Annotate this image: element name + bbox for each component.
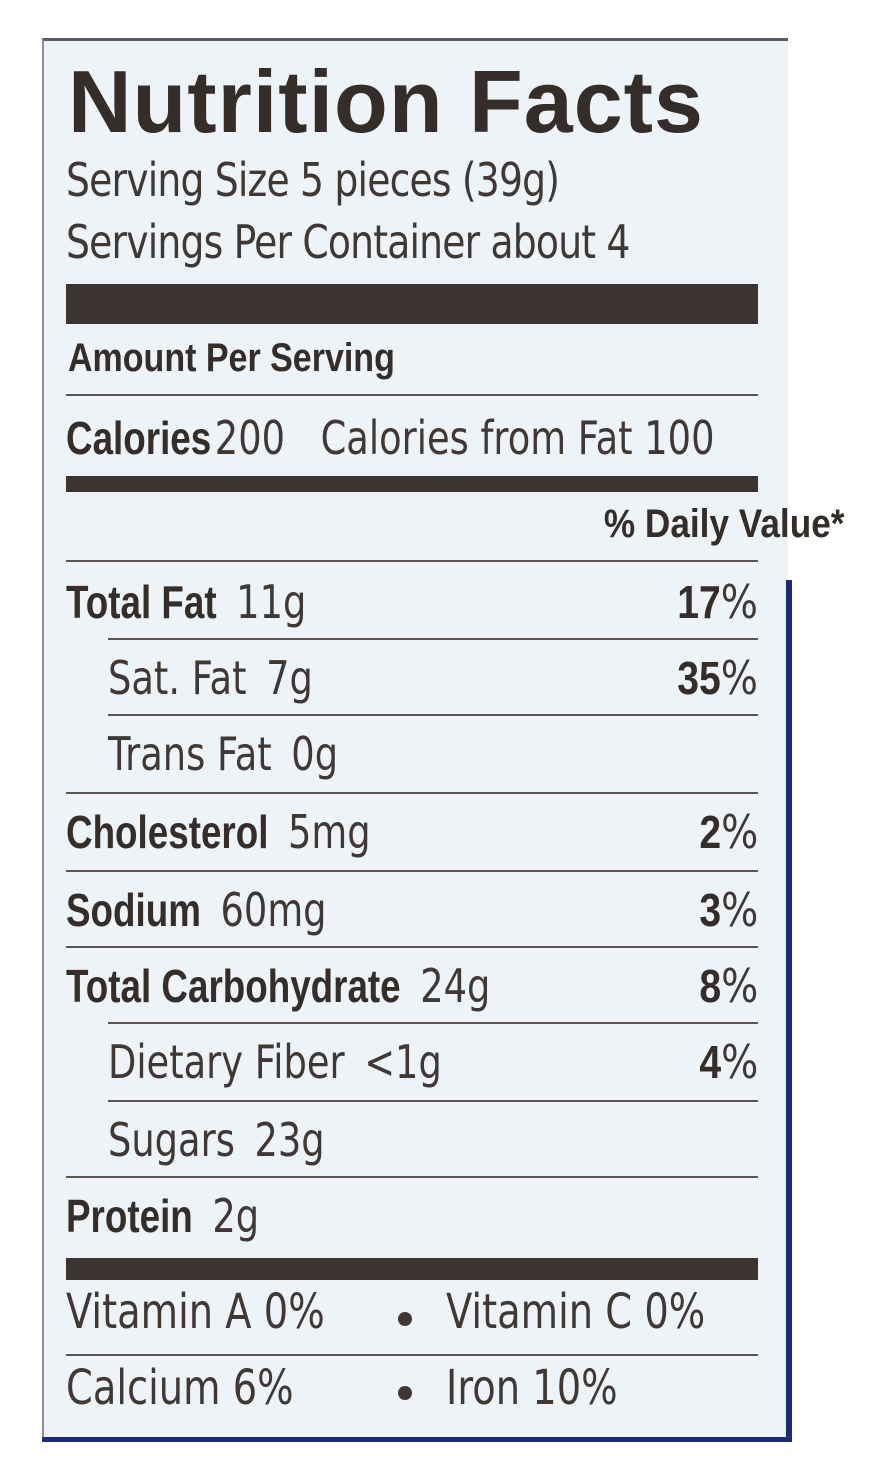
divider bbox=[108, 714, 758, 716]
nutrient-amount: 2g bbox=[212, 1189, 260, 1243]
nutrient-name: Cholesterol bbox=[66, 806, 269, 858]
nutrient-name: Total Fat bbox=[66, 576, 217, 628]
divider bbox=[66, 870, 758, 872]
nutrient-name: Total Carbohydrate bbox=[66, 960, 401, 1012]
nutrient-name: Sat. Fat bbox=[108, 651, 247, 705]
medium-divider bbox=[66, 476, 758, 492]
daily-value-percent: 35% bbox=[677, 651, 758, 705]
divider bbox=[66, 946, 758, 948]
nutrient-amount: 5mg bbox=[288, 805, 371, 859]
nutrient-amount: 24g bbox=[420, 959, 491, 1013]
nutrient-amount: <1g bbox=[364, 1035, 442, 1089]
calories-from-fat: Calories from Fat 100 bbox=[320, 411, 715, 465]
calories-row: Calories 200 Calories from Fat 100 bbox=[66, 402, 758, 474]
nutrient-row-trans-fat: Trans Fat 0g bbox=[108, 718, 758, 790]
package-edge-bottom bbox=[42, 1437, 792, 1442]
serving-size: Serving Size 5 pieces (39g) bbox=[66, 153, 560, 207]
daily-value-percent: 4% bbox=[699, 1035, 758, 1089]
nutrient-amount: 60mg bbox=[220, 883, 327, 937]
calories-value: 200 bbox=[214, 411, 286, 465]
nutrient-row-sugars: Sugars 23g bbox=[108, 1104, 758, 1176]
divider bbox=[108, 1100, 758, 1102]
divider bbox=[66, 394, 758, 396]
divider bbox=[66, 560, 758, 562]
thick-divider-bottom bbox=[66, 1258, 758, 1280]
nutrient-row-sodium: Sodium 60mg 3% bbox=[66, 874, 758, 946]
nutrient-name: Dietary Fiber bbox=[108, 1035, 345, 1089]
daily-value-percent: 3% bbox=[699, 883, 758, 937]
divider bbox=[108, 638, 758, 640]
divider bbox=[108, 1022, 758, 1024]
nutrient-amount: 23g bbox=[254, 1113, 325, 1167]
nutrient-row-protein: Protein 2g bbox=[66, 1180, 758, 1252]
thick-divider-top bbox=[66, 284, 758, 324]
nutrient-name: Sugars bbox=[108, 1113, 235, 1167]
daily-value-header: % Daily Value* bbox=[603, 502, 844, 546]
package-edge-right bbox=[786, 580, 792, 1442]
divider bbox=[66, 1354, 758, 1356]
iron: Iron 10% bbox=[446, 1360, 618, 1416]
nutrient-row-dietary-fiber: Dietary Fiber <1g 4% bbox=[108, 1026, 758, 1098]
nutrient-row-sat-fat: Sat. Fat 7g 35% bbox=[108, 642, 758, 714]
nutrition-label-panel bbox=[42, 38, 788, 1440]
daily-value-percent: 17% bbox=[677, 575, 758, 629]
vitamin-a: Vitamin A 0% bbox=[66, 1284, 325, 1340]
nutrient-name: Trans Fat bbox=[108, 727, 272, 781]
calcium: Calcium 6% bbox=[66, 1360, 294, 1416]
bullet-separator bbox=[398, 1312, 412, 1326]
amount-per-serving: Amount Per Serving bbox=[68, 336, 395, 380]
divider bbox=[66, 1176, 758, 1178]
daily-value-percent: 2% bbox=[699, 805, 758, 859]
nutrient-row-total-fat: Total Fat 11g 17% bbox=[66, 566, 758, 638]
daily-value-percent: 8% bbox=[699, 959, 758, 1013]
label-title: Nutrition Facts bbox=[68, 52, 704, 151]
nutrient-name: Sodium bbox=[66, 884, 201, 936]
nutrient-amount: 7g bbox=[266, 651, 313, 705]
nutrient-row-total-carbohydrate: Total Carbohydrate 24g 8% bbox=[66, 950, 758, 1022]
bullet-separator bbox=[398, 1386, 412, 1400]
servings-per-container: Servings Per Container about 4 bbox=[66, 215, 630, 269]
calories-label: Calories bbox=[66, 412, 212, 464]
vitamin-c: Vitamin C 0% bbox=[446, 1284, 706, 1340]
nutrient-amount: 11g bbox=[236, 575, 307, 629]
nutrient-row-cholesterol: Cholesterol 5mg 2% bbox=[66, 796, 758, 868]
nutrient-amount: 0g bbox=[291, 727, 339, 781]
divider bbox=[66, 792, 758, 794]
nutrient-name: Protein bbox=[66, 1190, 193, 1242]
